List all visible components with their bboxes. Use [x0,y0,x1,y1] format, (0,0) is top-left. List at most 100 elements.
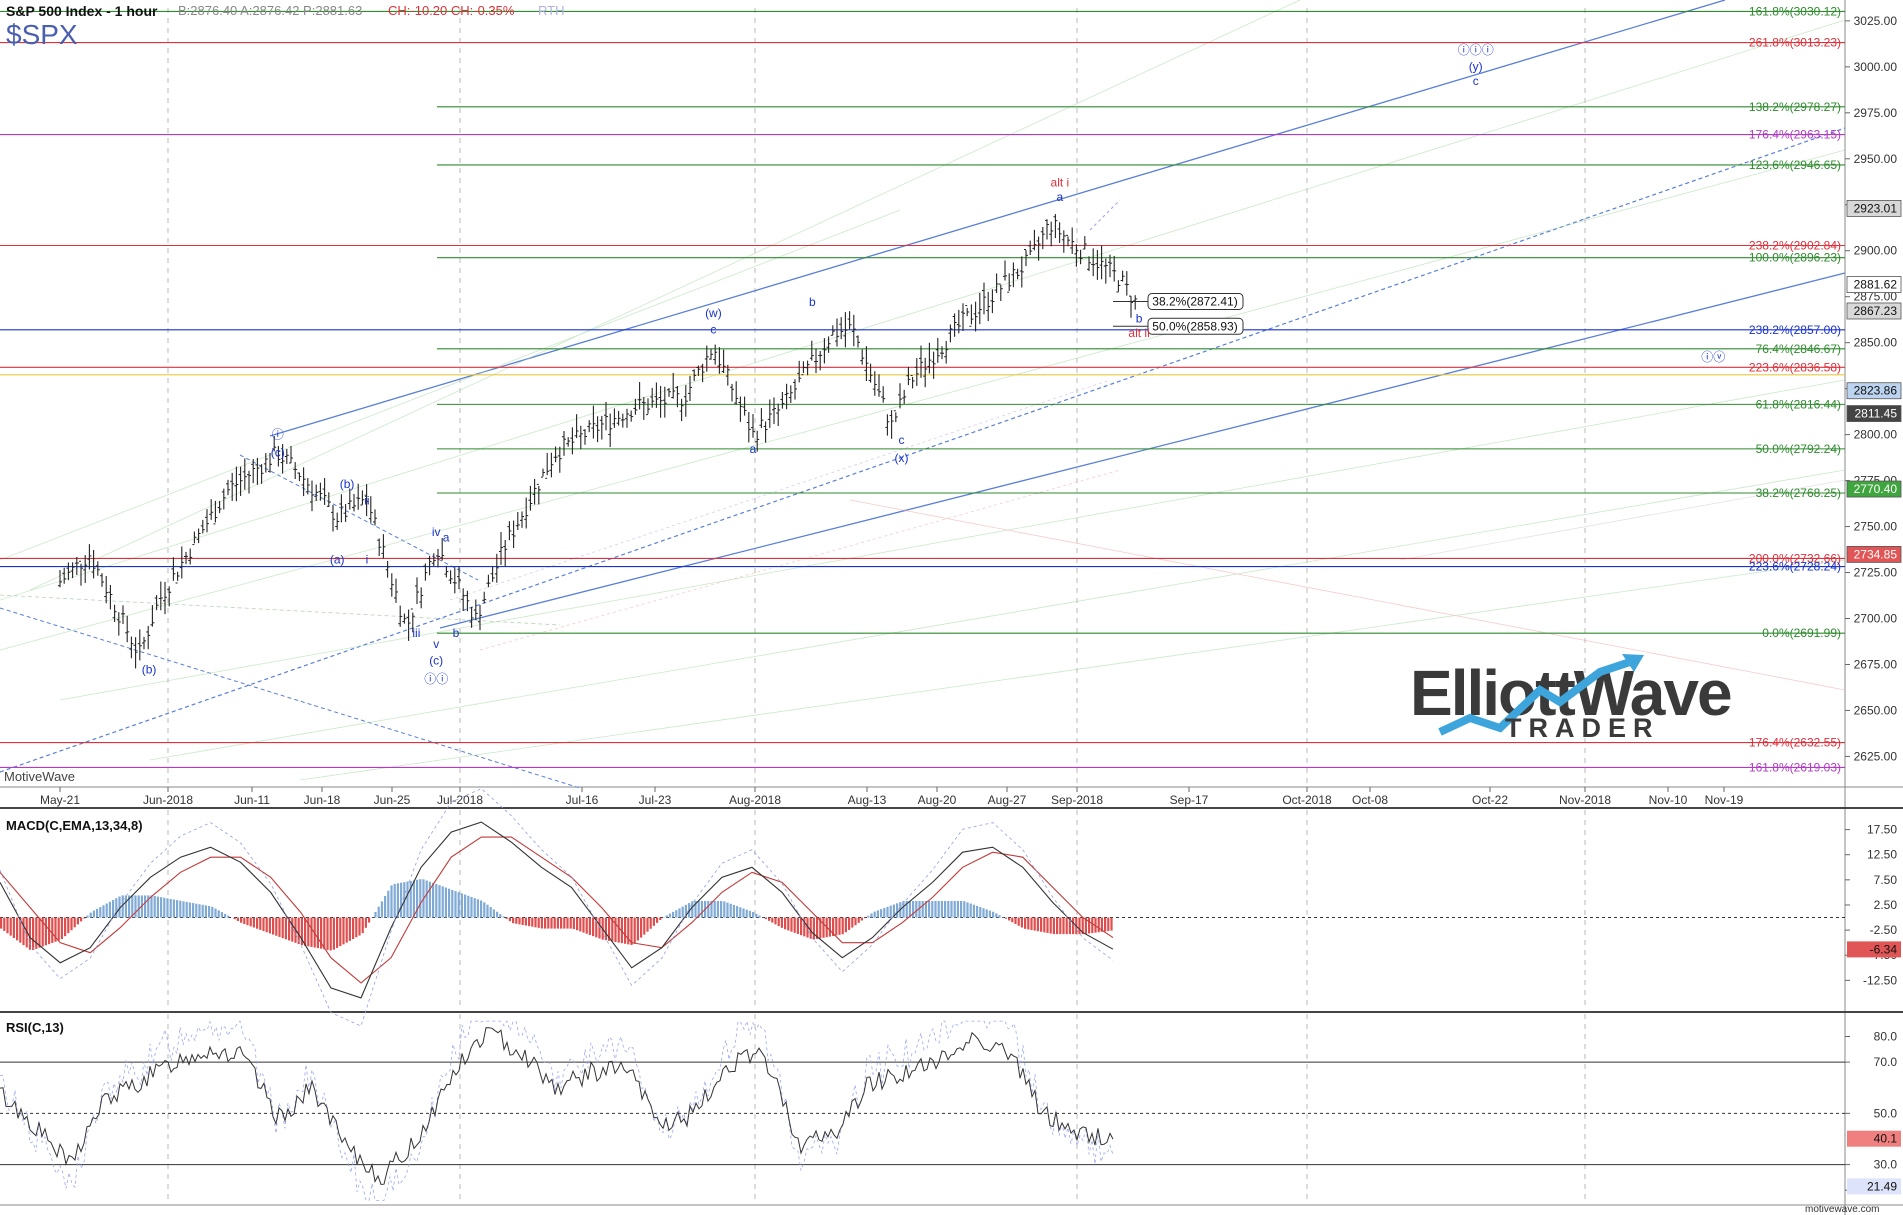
price-bar [200,519,205,534]
price-bar [213,500,218,525]
macd-histogram-bar [476,899,479,918]
price-bar [927,342,932,374]
price-bar [809,340,814,361]
macd-histogram-bar [1056,917,1059,935]
price-bar [389,573,394,597]
price-bar [406,609,411,641]
price-bar [961,303,965,331]
price-bar [226,479,230,496]
macd-histogram-bar [259,917,262,930]
price-bar [503,539,508,567]
macd-histogram-bar [163,897,166,918]
faint-line [299,559,1846,781]
macd-histogram-bar [1017,917,1020,926]
price-bar [469,606,474,628]
price-bar [1057,222,1062,243]
wave-label: a [1057,190,1064,204]
wave-label: c [1473,74,1479,88]
price-bar [935,337,940,363]
macd-histogram-bar [886,906,889,918]
price-bar [1074,244,1079,267]
macd-histogram-bar [1104,917,1107,932]
macd-histogram-bar [179,900,182,918]
macd-histogram-bar [665,915,668,918]
price-bar [772,397,776,424]
macd-histogram-bar [563,917,566,929]
wave-label: iv [432,525,441,539]
price-bar [919,345,923,378]
fib-level-label: 50.0%(2792.24) [1756,442,1841,456]
price-bar [822,338,827,364]
price-bar [196,528,201,544]
retracement-box [1147,317,1244,335]
macd-histogram-bar [28,917,31,950]
price-bar [1095,250,1100,280]
macd-histogram-bar [35,917,38,949]
macd-histogram-bar [736,906,739,918]
price-bar [948,324,953,343]
price-bar [125,615,130,643]
macd-histogram-bar [502,916,505,918]
macd-histogram-bar [108,901,111,918]
macd-histogram-bar [412,880,415,918]
faint-line [449,379,1111,601]
price-bar [402,613,407,624]
price-bar [427,555,432,576]
price-bar [1133,295,1138,310]
macd-histogram-bar [579,917,582,932]
macd-histogram-bar [668,913,671,918]
price-bar [545,452,550,479]
chart-title: S&P 500 Index - 1 hour [6,3,158,19]
price-tick-label: 2650.00 [1854,703,1898,717]
fib-level-label: 176.4%(2963.15) [1749,128,1841,142]
macd-histogram-bar [368,917,371,923]
wave-label: a [750,442,757,456]
price-bar [982,282,986,315]
price-bar [557,446,562,473]
downtrend-dashed-line [0,607,581,789]
macd-histogram-bar [867,915,870,918]
macd-histogram-bar [1059,917,1062,935]
macd-histogram-bar [560,917,563,929]
macd-histogram-bar [348,917,351,941]
price-bar [524,497,529,529]
macd-histogram-bar [128,895,131,918]
time-tick-label: Jun-18 [304,793,341,807]
price-bar [415,577,419,605]
price-bar [347,488,352,510]
macd-histogram-bar [985,909,988,918]
price-bar [599,415,604,440]
macd-histogram-bar [310,917,313,947]
macd-histogram-bar [851,917,854,928]
macd-histogram-bar [80,917,83,922]
fib-level-label: 176.4%(2632.55) [1749,736,1841,750]
price-bar [830,325,835,336]
fib-level-label: 238.2%(2902.84) [1749,239,1841,253]
macd-histogram-bar [1011,917,1014,923]
time-tick-label: Jun-2018 [143,793,193,807]
retracement-label: 50.0%(2858.93) [1152,319,1237,333]
price-bar [818,351,823,371]
macd-tick-label: 7.50 [1874,873,1898,887]
macd-histogram-bar [86,915,89,918]
price-bar [566,437,571,447]
macd-histogram-bar [41,917,44,947]
price-bar [431,553,436,567]
price-bar [902,389,907,404]
price-bar [973,301,978,332]
price-badges: 2923.01 2881.62 2867.23 2823.86 2811.45 2770.… [1846,200,1902,563]
macd-histogram-bar [1024,917,1027,929]
faint-line [479,469,1121,651]
time-tick-label: Jun-25 [374,793,411,807]
price-bar [1070,227,1075,254]
price-bar [616,410,621,426]
fib-level-label: 138.2%(2978.27) [1749,100,1841,114]
wave-label: ⓘⓘⓘ [1458,43,1494,57]
time-tick-label: Jun-11 [234,793,270,807]
price-bar [675,385,680,408]
price-bar [305,478,310,495]
macd-histogram-bar [227,915,230,918]
macd-tick-label: 2.50 [1874,898,1898,912]
macd-histogram-bar [268,917,271,934]
price-tick-label: 2725.00 [1854,566,1898,580]
